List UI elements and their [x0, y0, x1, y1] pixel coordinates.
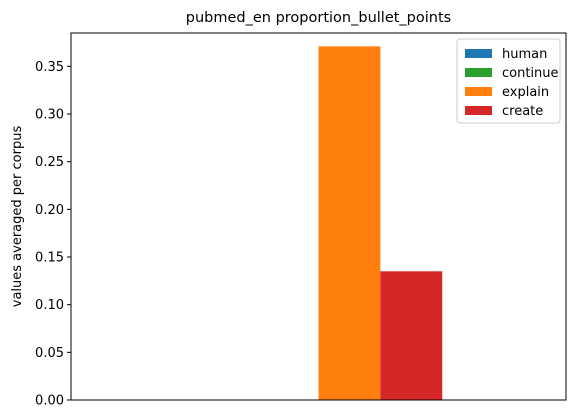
chart-title: pubmed_en proportion_bullet_points [186, 10, 451, 26]
y-tick-label: 0.05 [35, 346, 64, 361]
y-tick-label: 0.10 [35, 298, 64, 313]
bar-create [380, 271, 443, 400]
legend: human continue explain create [456, 38, 561, 124]
legend-swatch-continue [465, 68, 492, 77]
legend-label-continue: continue [502, 66, 559, 81]
legend-label-create: create [502, 104, 543, 119]
legend-swatch-explain [465, 87, 492, 96]
legend-box [456, 38, 561, 124]
y-tick-label: 0.30 [35, 108, 64, 123]
y-axis: 0.00 0.05 0.10 0.15 0.20 0.25 0.30 0.35 [35, 60, 71, 409]
legend-swatch-create [465, 106, 492, 115]
y-tick-label: 0.20 [35, 203, 64, 218]
y-tick-label: 0.15 [35, 251, 64, 266]
legend-label-human: human [502, 47, 547, 62]
plot-frame [70, 32, 567, 401]
y-tick-label: 0.00 [35, 394, 64, 409]
y-tick-label: 0.25 [35, 155, 64, 170]
bar-explain [318, 46, 381, 400]
bars [318, 46, 443, 400]
legend-label-explain: explain [502, 85, 549, 100]
y-axis-label: values averaged per corpus [10, 126, 25, 308]
y-tick-label: 0.35 [35, 60, 64, 75]
legend-swatch-human [465, 49, 492, 58]
